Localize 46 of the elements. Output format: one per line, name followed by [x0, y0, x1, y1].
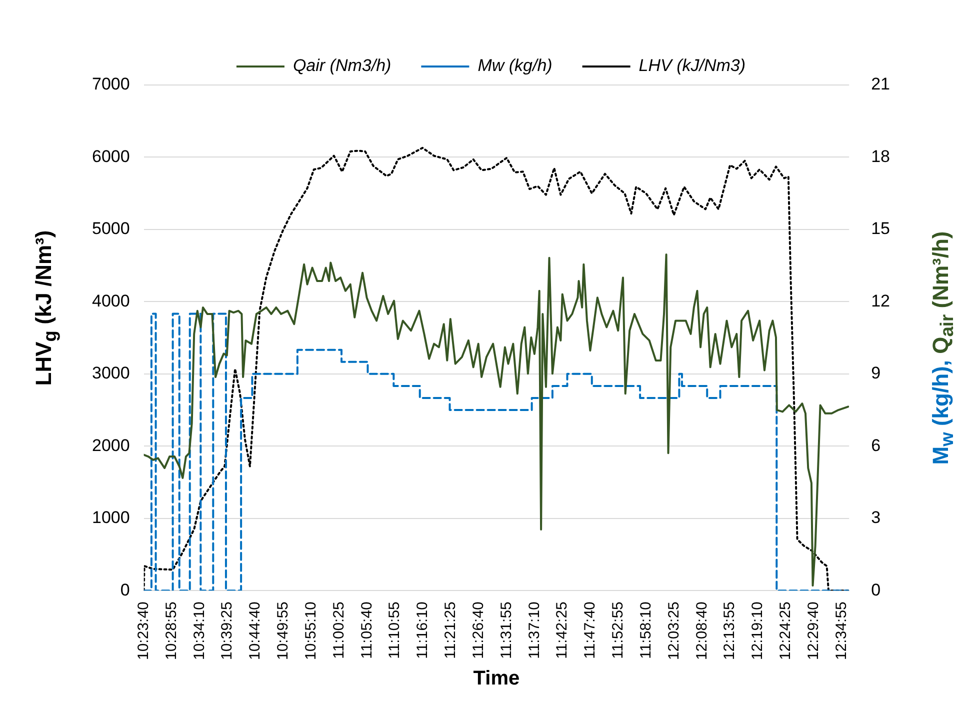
x-tick-label: 12:08:40 [693, 602, 710, 660]
x-tick-label: 12:03:25 [665, 602, 682, 660]
x-tick-label: 10:55:10 [302, 602, 320, 660]
y-tick-label: 2000 [92, 436, 130, 455]
y-tick-label: 7000 [92, 74, 130, 94]
y2-tick-label: 18 [871, 146, 890, 166]
y-tick-label: 5000 [92, 219, 130, 238]
y-tick-label: 4000 [92, 291, 130, 310]
y2-tick-label: 3 [871, 508, 881, 528]
x-tick-label: 10:23:40 [134, 602, 152, 660]
x-tick-label: 11:47:40 [582, 602, 599, 659]
y-tick-label: 6000 [92, 146, 130, 166]
y2-tick-label: 6 [871, 436, 881, 455]
x-axis-title: Time [473, 668, 520, 690]
y2-tick-label: 9 [871, 364, 881, 383]
x-tick-label: 11:16:10 [414, 602, 432, 659]
y-tick-label: 3000 [92, 364, 130, 383]
y-tick-label: 0 [120, 580, 130, 600]
y2-tick-label: 0 [871, 580, 881, 600]
x-tick-label: 11:58:10 [637, 602, 654, 659]
x-tick-label: 10:39:25 [218, 602, 236, 660]
legend-label: LHV (kJ/Nm3) [638, 56, 746, 76]
y2-tick-label: 15 [871, 219, 890, 238]
x-tick-label: 12:13:55 [721, 602, 738, 660]
y2-tick-label: 12 [871, 291, 890, 310]
x-tick-label: 11:21:25 [442, 602, 460, 659]
legend-label: Mw (kg/h) [478, 56, 552, 76]
x-tick-label: 10:28:55 [162, 602, 180, 660]
x-tick-label: 11:52:55 [610, 602, 627, 659]
x-tick-label: 12:29:40 [804, 602, 822, 660]
x-tick-label: 11:10:55 [386, 602, 404, 659]
y2-tick-label: 21 [871, 74, 890, 94]
x-tick-label: 11:42:25 [554, 602, 571, 659]
x-tick-label: 11:05:40 [358, 602, 376, 659]
y-tick-label: 1000 [92, 508, 130, 528]
x-tick-label: 11:31:55 [498, 602, 515, 659]
x-tick-label: 12:24:25 [777, 602, 794, 660]
x-tick-label: 11:00:25 [330, 602, 348, 659]
legend-label: Qair (Nm3/h) [292, 56, 392, 76]
x-tick-label: 12:34:55 [832, 602, 850, 660]
x-tick-label: 11:37:10 [526, 602, 543, 659]
x-tick-label: 11:26:40 [470, 602, 487, 659]
x-tick-label: 10:44:40 [246, 602, 264, 660]
x-tick-label: 10:34:10 [190, 602, 208, 660]
x-tick-label: 10:49:55 [274, 602, 292, 660]
x-tick-label: 12:19:10 [749, 602, 766, 660]
